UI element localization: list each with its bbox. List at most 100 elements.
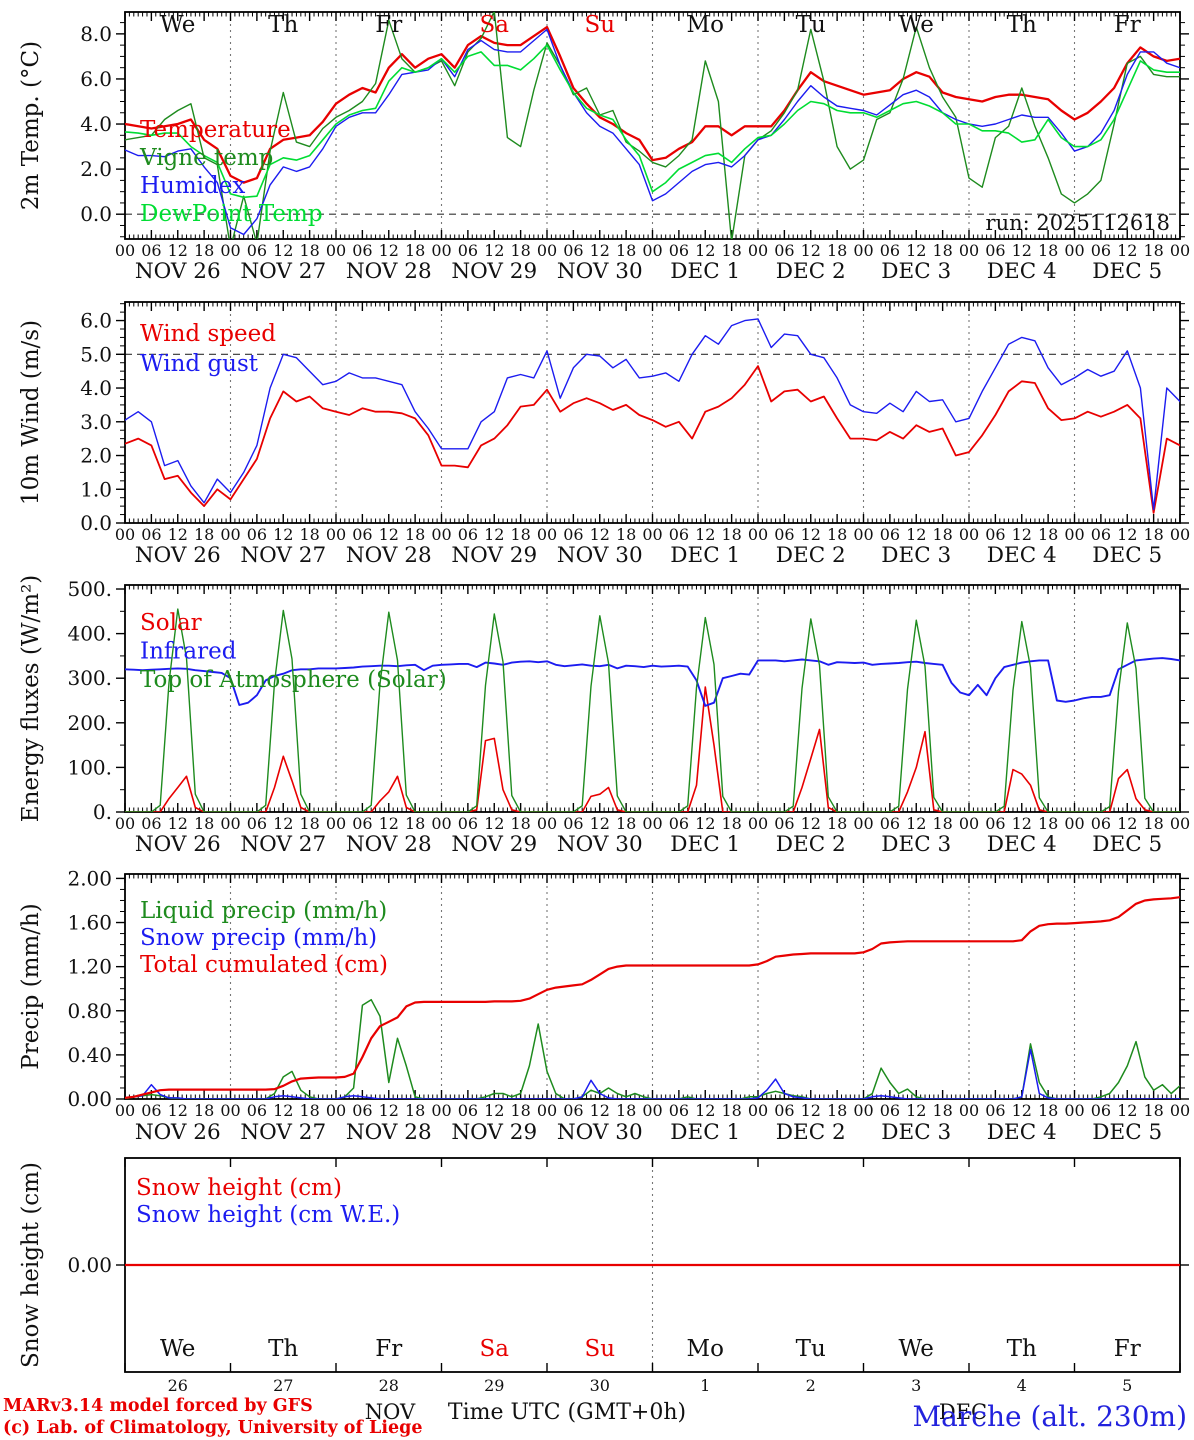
month-label-dec: DEC: [939, 1400, 987, 1424]
hour-label: 00: [431, 814, 451, 833]
day-name-bottom: We: [899, 1336, 934, 1362]
date-label: NOV 29: [451, 832, 537, 857]
footer-lab-credit: (c) Lab. of Climatology, University of L…: [3, 1418, 423, 1438]
hour-label: 00: [537, 525, 557, 544]
day-number: 30: [590, 1376, 610, 1395]
hour-label: 12: [1117, 1101, 1137, 1120]
y-tick-label: 4.0: [80, 112, 112, 136]
date-label: DEC 1: [670, 543, 740, 568]
legend-snow-precip-mm-h: Snow precip (mm/h): [140, 925, 377, 951]
hour-label: 12: [590, 241, 610, 260]
hour-label: 00: [326, 241, 346, 260]
hour-label: 06: [669, 814, 689, 833]
y-tick-label: 0.40: [67, 1043, 112, 1067]
hour-label: 00: [115, 525, 135, 544]
y-tick-label: 6.0: [80, 309, 112, 333]
date-label: NOV 26: [135, 1120, 221, 1145]
series-top-of-atmosphere-solar: [125, 608, 1180, 812]
hour-label: 18: [405, 814, 425, 833]
y-tick-label: 2.00: [67, 866, 112, 890]
date-label: DEC 4: [987, 259, 1057, 284]
hour-label: 06: [880, 241, 900, 260]
hour-label: 06: [141, 525, 161, 544]
date-label: DEC 1: [670, 832, 740, 857]
hour-label: 12: [379, 525, 399, 544]
hour-label: 12: [273, 814, 293, 833]
y-tick-label: 0.00: [67, 1087, 112, 1111]
hour-label: 00: [748, 1101, 768, 1120]
day-number: 1: [700, 1376, 710, 1395]
hour-label: 00: [115, 814, 135, 833]
hour-label: 12: [1117, 814, 1137, 833]
y-axis-title: 10m Wind (m/s): [18, 320, 44, 505]
hour-label: 00: [1170, 1101, 1190, 1120]
time-axis-label: Time UTC (GMT+0h): [448, 1400, 686, 1425]
hour-label: 12: [801, 241, 821, 260]
hour-label: 00: [1064, 241, 1084, 260]
hour-label: 12: [906, 1101, 926, 1120]
hour-label: 12: [801, 525, 821, 544]
hour-label: 06: [458, 814, 478, 833]
hour-label: 00: [115, 1101, 135, 1120]
day-number: 3: [911, 1376, 921, 1395]
day-number: 29: [484, 1376, 504, 1395]
hour-label: 00: [642, 1101, 662, 1120]
y-tick-label: 1.60: [67, 911, 112, 935]
hour-label: 12: [1117, 525, 1137, 544]
hour-label: 18: [1143, 241, 1163, 260]
hour-label: 18: [721, 241, 741, 260]
hour-label: 06: [352, 525, 372, 544]
legend-dewpoint-temp: DewPoint Temp: [140, 201, 323, 227]
hour-label: 00: [115, 241, 135, 260]
hour-label: 06: [774, 525, 794, 544]
day-number: 2: [806, 1376, 816, 1395]
day-name-top: Mo: [687, 12, 724, 38]
date-label: NOV 27: [240, 832, 326, 857]
hour-label: 06: [1091, 1101, 1111, 1120]
hour-label: 12: [695, 814, 715, 833]
hour-label: 12: [273, 1101, 293, 1120]
date-label: NOV 26: [135, 543, 221, 568]
date-label: NOV 28: [346, 832, 432, 857]
hour-label: 12: [1012, 1101, 1032, 1120]
hour-label: 00: [642, 814, 662, 833]
hour-label: 12: [801, 814, 821, 833]
hour-label: 18: [299, 525, 319, 544]
hour-label: 00: [853, 525, 873, 544]
hour-label: 00: [959, 1101, 979, 1120]
hour-label: 06: [247, 814, 267, 833]
hour-label: 18: [932, 525, 952, 544]
date-label: NOV 28: [346, 543, 432, 568]
date-label: NOV 26: [135, 832, 221, 857]
hour-label: 06: [669, 525, 689, 544]
month-label-nov: NOV: [365, 1400, 416, 1424]
hour-label: 06: [247, 525, 267, 544]
run-label: run: 2025112618: [986, 211, 1170, 235]
y-tick-label: 500.: [67, 577, 112, 601]
day-name-bottom: We: [160, 1336, 195, 1362]
panel-border: [124, 301, 1181, 524]
date-label: DEC 3: [881, 1120, 951, 1145]
day-name-top: Fr: [1114, 12, 1141, 38]
hour-label: 00: [642, 241, 662, 260]
hour-label: 18: [1038, 1101, 1058, 1120]
hour-label: 06: [880, 1101, 900, 1120]
hour-label: 00: [537, 814, 557, 833]
date-label: NOV 29: [451, 1120, 537, 1145]
day-name-bottom: Fr: [375, 1336, 402, 1362]
y-tick-label: 4.0: [80, 376, 112, 400]
hour-label: 06: [669, 241, 689, 260]
hour-label: 18: [721, 1101, 741, 1120]
hour-label: 18: [827, 241, 847, 260]
day-name-bottom: Tu: [796, 1336, 826, 1362]
date-label: DEC 3: [881, 543, 951, 568]
day-number: 28: [379, 1376, 399, 1395]
hour-label: 06: [1091, 814, 1111, 833]
day-name-bottom: Th: [1007, 1336, 1037, 1362]
hour-label: 12: [168, 525, 188, 544]
date-label: DEC 4: [987, 543, 1057, 568]
hour-label: 06: [985, 1101, 1005, 1120]
hour-label: 00: [959, 814, 979, 833]
hour-label: 06: [141, 241, 161, 260]
day-number: 5: [1122, 1376, 1132, 1395]
